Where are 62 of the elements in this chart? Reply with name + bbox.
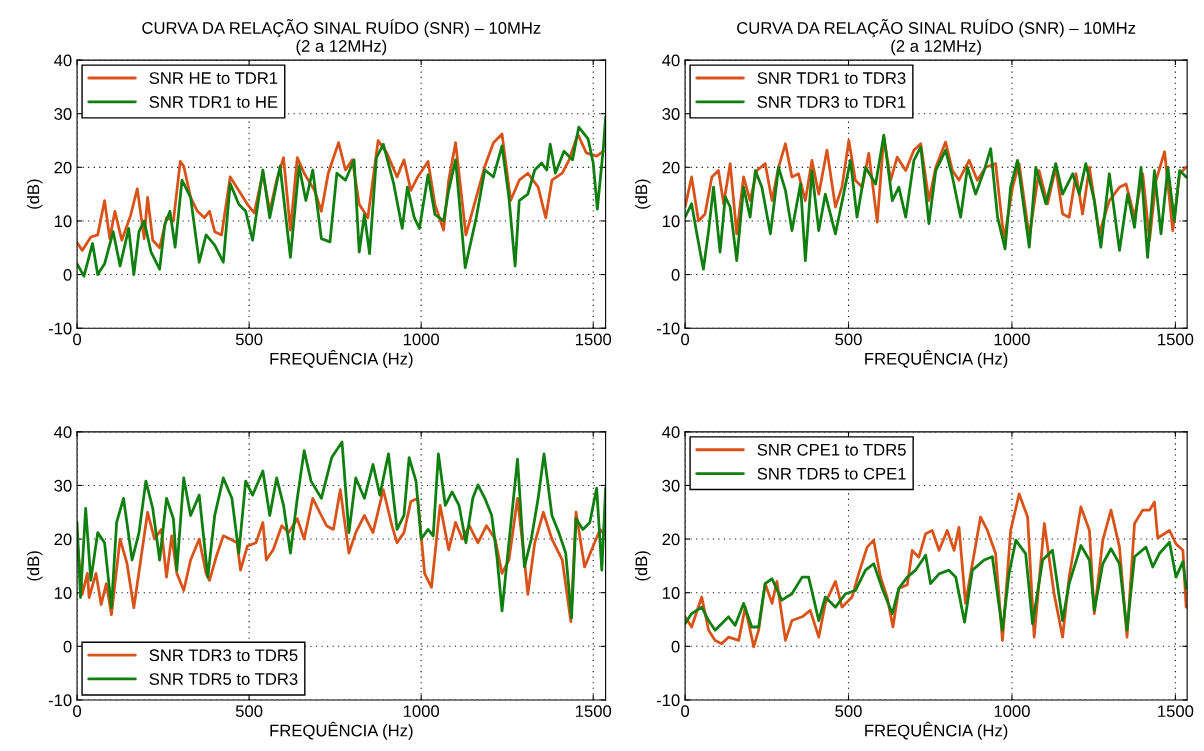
- x-axis-title: FREQUÊNCIA (Hz): [865, 349, 1008, 368]
- y-tick-label: -10: [48, 694, 72, 707]
- x-tick-label: 1500: [575, 705, 612, 718]
- y-tick-label: 0: [671, 268, 680, 281]
- y-tick-label: 20: [662, 161, 680, 174]
- y-tick-label: 10: [54, 587, 72, 599]
- line-series: [77, 115, 606, 278]
- y-axis-title: (dB): [27, 551, 43, 581]
- x-tick-label: 500: [235, 333, 263, 346]
- line-series: [685, 538, 1188, 632]
- x-tick-label: 1500: [1158, 333, 1194, 346]
- y-tick-label: -10: [656, 322, 680, 335]
- y-tick-label: 20: [54, 533, 72, 546]
- y-tick-label: 40: [54, 426, 72, 439]
- x-tick-label: 0: [73, 333, 82, 346]
- legend-label: SNR TDR1 to HE: [149, 96, 278, 108]
- y-tick-label: 40: [662, 54, 680, 67]
- x-tick-label: 0: [681, 333, 690, 346]
- x-tick-label: 1000: [994, 705, 1030, 718]
- y-axis-title: (dB): [27, 179, 43, 209]
- y-tick-label: 20: [662, 533, 680, 546]
- legend-label: SNR TDR3 to TDR5: [149, 649, 298, 662]
- y-tick-label: 0: [671, 640, 680, 653]
- x-tick-label: 500: [835, 705, 862, 718]
- chart-title: CURVA DA RELAÇÃO SINAL RUÍDO (SNR) – 10MHz (2 a 12MHz): [142, 19, 541, 56]
- y-tick-label: 10: [662, 587, 680, 599]
- legend-label: SNR TDR5 to CPE1: [757, 467, 906, 480]
- x-tick-label: 1000: [403, 333, 440, 346]
- legend-label: SNR HE to TDR1: [149, 72, 278, 84]
- x-axis-title: FREQUÊNCIA (Hz): [865, 721, 1008, 740]
- y-tick-label: 10: [54, 215, 72, 228]
- legend-label: SNR TDR5 to TDR3: [149, 673, 298, 685]
- x-axis-title: FREQUÊNCIA (Hz): [270, 349, 413, 368]
- y-axis-title: (dB): [635, 551, 651, 581]
- y-tick-label: 30: [54, 479, 72, 492]
- x-tick-label: 0: [73, 705, 82, 718]
- y-tick-label: 30: [662, 108, 680, 120]
- legend-label: SNR TDR1 to TDR3: [757, 72, 906, 84]
- y-tick-label: 30: [54, 108, 72, 120]
- y-tick-label: 20: [54, 161, 72, 174]
- y-axis-title: (dB): [635, 179, 651, 209]
- y-tick-label: 0: [63, 640, 72, 653]
- y-tick-label: 40: [54, 54, 72, 67]
- line-series: [685, 133, 1188, 271]
- y-tick-label: 0: [63, 268, 72, 281]
- x-axis-title: FREQUÊNCIA (Hz): [270, 721, 413, 740]
- legend-label: SNR TDR3 to TDR1: [757, 96, 906, 108]
- y-tick-label: -10: [48, 322, 72, 335]
- x-tick-label: 1500: [575, 333, 612, 346]
- chart-title: CURVA DA RELAÇÃO SINAL RUÍDO (SNR) – 10MHz (2 a 12MHz): [737, 19, 1136, 56]
- x-tick-label: 1500: [1158, 705, 1194, 718]
- x-tick-label: 500: [835, 333, 862, 346]
- y-tick-label: 30: [662, 479, 680, 492]
- x-tick-label: 1000: [403, 705, 440, 718]
- line-series: [77, 440, 606, 620]
- x-tick-label: 0: [681, 705, 690, 718]
- x-tick-label: 500: [235, 705, 263, 718]
- x-tick-label: 1000: [994, 333, 1030, 346]
- legend-label: SNR CPE1 to TDR5: [757, 443, 906, 456]
- y-tick-label: 10: [662, 215, 680, 228]
- y-tick-label: -10: [656, 694, 680, 707]
- y-tick-label: 40: [662, 426, 680, 439]
